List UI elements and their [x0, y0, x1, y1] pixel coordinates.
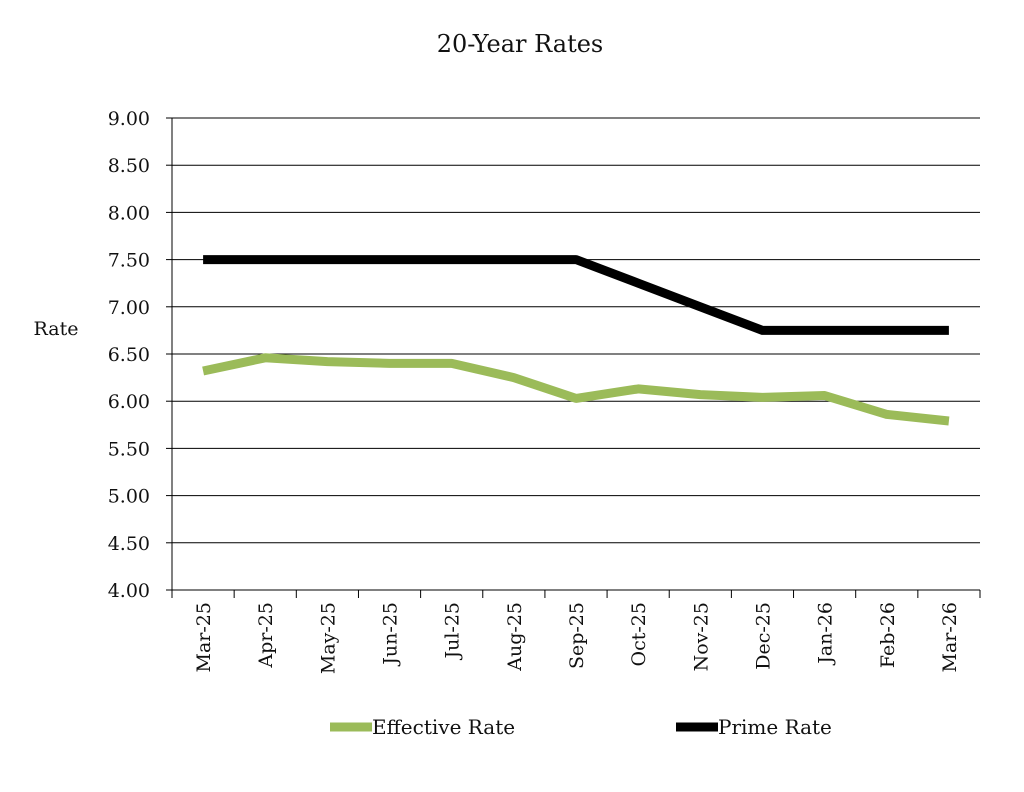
y-tick-label: 5.00 — [108, 486, 150, 508]
chart-title: 20-Year Rates — [437, 30, 603, 58]
x-tick-label: Dec-25 — [752, 602, 774, 670]
x-tick-label: Jul-25 — [442, 602, 464, 661]
legend: Effective Rate Prime Rate — [330, 715, 832, 739]
y-tick-label: 6.50 — [108, 344, 150, 366]
y-tick-label: 8.50 — [108, 155, 150, 177]
x-tick-label: Mar-25 — [193, 602, 215, 672]
y-axis-ticks: 4.00 4.50 5.00 5.50 6.00 6.50 7.00 7.50 8.00 8.50… — [108, 108, 172, 602]
y-tick-label: 7.50 — [108, 250, 150, 272]
x-tick-label: Feb-26 — [877, 602, 899, 668]
series-line-prime-rate — [203, 255, 949, 335]
x-tick-label: Jun-25 — [380, 602, 402, 667]
y-tick-label: 5.50 — [108, 438, 150, 460]
x-tick-label: Oct-25 — [628, 602, 650, 666]
y-axis-label: Rate — [34, 318, 79, 340]
y-tick-label: 4.50 — [108, 533, 150, 555]
x-tick-label: Mar-26 — [939, 602, 961, 672]
x-tick-label: Aug-25 — [504, 602, 526, 672]
x-axis-ticks: Mar-25 Apr-25 May-25 Jun-25 Jul-25 Aug-25 Sep-… — [171, 590, 981, 674]
x-tick-label: Apr-25 — [255, 602, 277, 669]
x-tick-label: May-25 — [317, 602, 339, 674]
y-tick-label: 7.00 — [108, 297, 150, 319]
y-tick-label: 6.00 — [108, 391, 150, 413]
x-tick-label: Sep-25 — [566, 602, 588, 669]
legend-label: Effective Rate — [372, 715, 515, 739]
y-tick-label: 4.00 — [108, 580, 150, 602]
legend-label: Prime Rate — [718, 715, 832, 739]
y-tick-label: 8.00 — [108, 202, 150, 224]
x-tick-label: Jan-26 — [815, 602, 837, 666]
x-tick-label: Nov-25 — [690, 602, 712, 671]
y-tick-label: 9.00 — [108, 108, 150, 130]
series — [202, 255, 950, 426]
series-line-effective-rate — [202, 353, 950, 426]
